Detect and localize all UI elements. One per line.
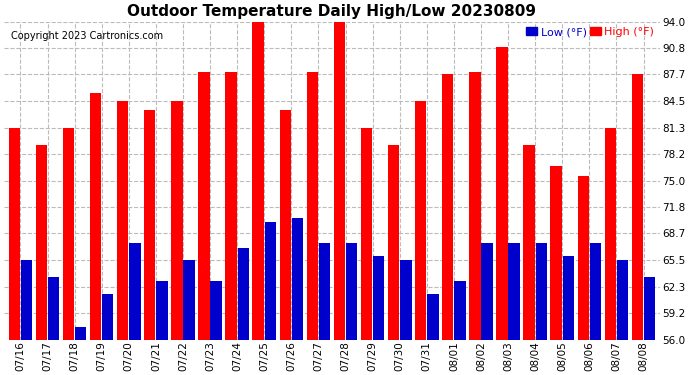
Bar xyxy=(361,128,372,340)
Bar xyxy=(75,327,86,340)
Bar xyxy=(129,243,141,340)
Bar xyxy=(442,74,453,340)
Bar xyxy=(237,248,249,340)
Bar xyxy=(644,277,655,340)
Bar xyxy=(144,110,155,340)
Bar xyxy=(551,166,562,340)
Bar xyxy=(617,260,628,340)
Bar xyxy=(184,260,195,340)
Bar xyxy=(157,281,168,340)
Legend: Low (°F), High (°F): Low (°F), High (°F) xyxy=(524,25,656,39)
Bar xyxy=(9,128,20,340)
Bar xyxy=(226,72,237,340)
Bar xyxy=(415,101,426,340)
Bar xyxy=(210,281,222,340)
Bar xyxy=(427,294,439,340)
Bar xyxy=(306,72,318,340)
Bar xyxy=(90,93,101,340)
Bar xyxy=(590,243,601,340)
Bar xyxy=(36,145,47,340)
Bar xyxy=(21,260,32,340)
Bar xyxy=(524,145,535,340)
Bar xyxy=(117,101,128,340)
Bar xyxy=(334,22,345,340)
Bar xyxy=(102,294,113,340)
Bar xyxy=(400,260,411,340)
Title: Outdoor Temperature Daily High/Low 20230809: Outdoor Temperature Daily High/Low 20230… xyxy=(128,4,537,19)
Bar xyxy=(253,22,264,340)
Text: Copyright 2023 Cartronics.com: Copyright 2023 Cartronics.com xyxy=(11,31,163,41)
Bar xyxy=(279,110,291,340)
Bar xyxy=(604,128,616,340)
Bar xyxy=(578,177,589,340)
Bar xyxy=(346,243,357,340)
Bar xyxy=(198,72,210,340)
Bar xyxy=(373,256,384,340)
Bar xyxy=(469,72,481,340)
Bar xyxy=(454,281,466,340)
Bar xyxy=(388,145,400,340)
Bar xyxy=(509,243,520,340)
Bar xyxy=(632,74,643,340)
Bar xyxy=(292,218,303,340)
Bar xyxy=(63,128,75,340)
Bar xyxy=(535,243,547,340)
Bar xyxy=(562,256,574,340)
Bar xyxy=(48,277,59,340)
Bar xyxy=(265,222,276,340)
Bar xyxy=(482,243,493,340)
Bar xyxy=(496,47,508,340)
Bar xyxy=(171,101,183,340)
Bar xyxy=(319,243,331,340)
